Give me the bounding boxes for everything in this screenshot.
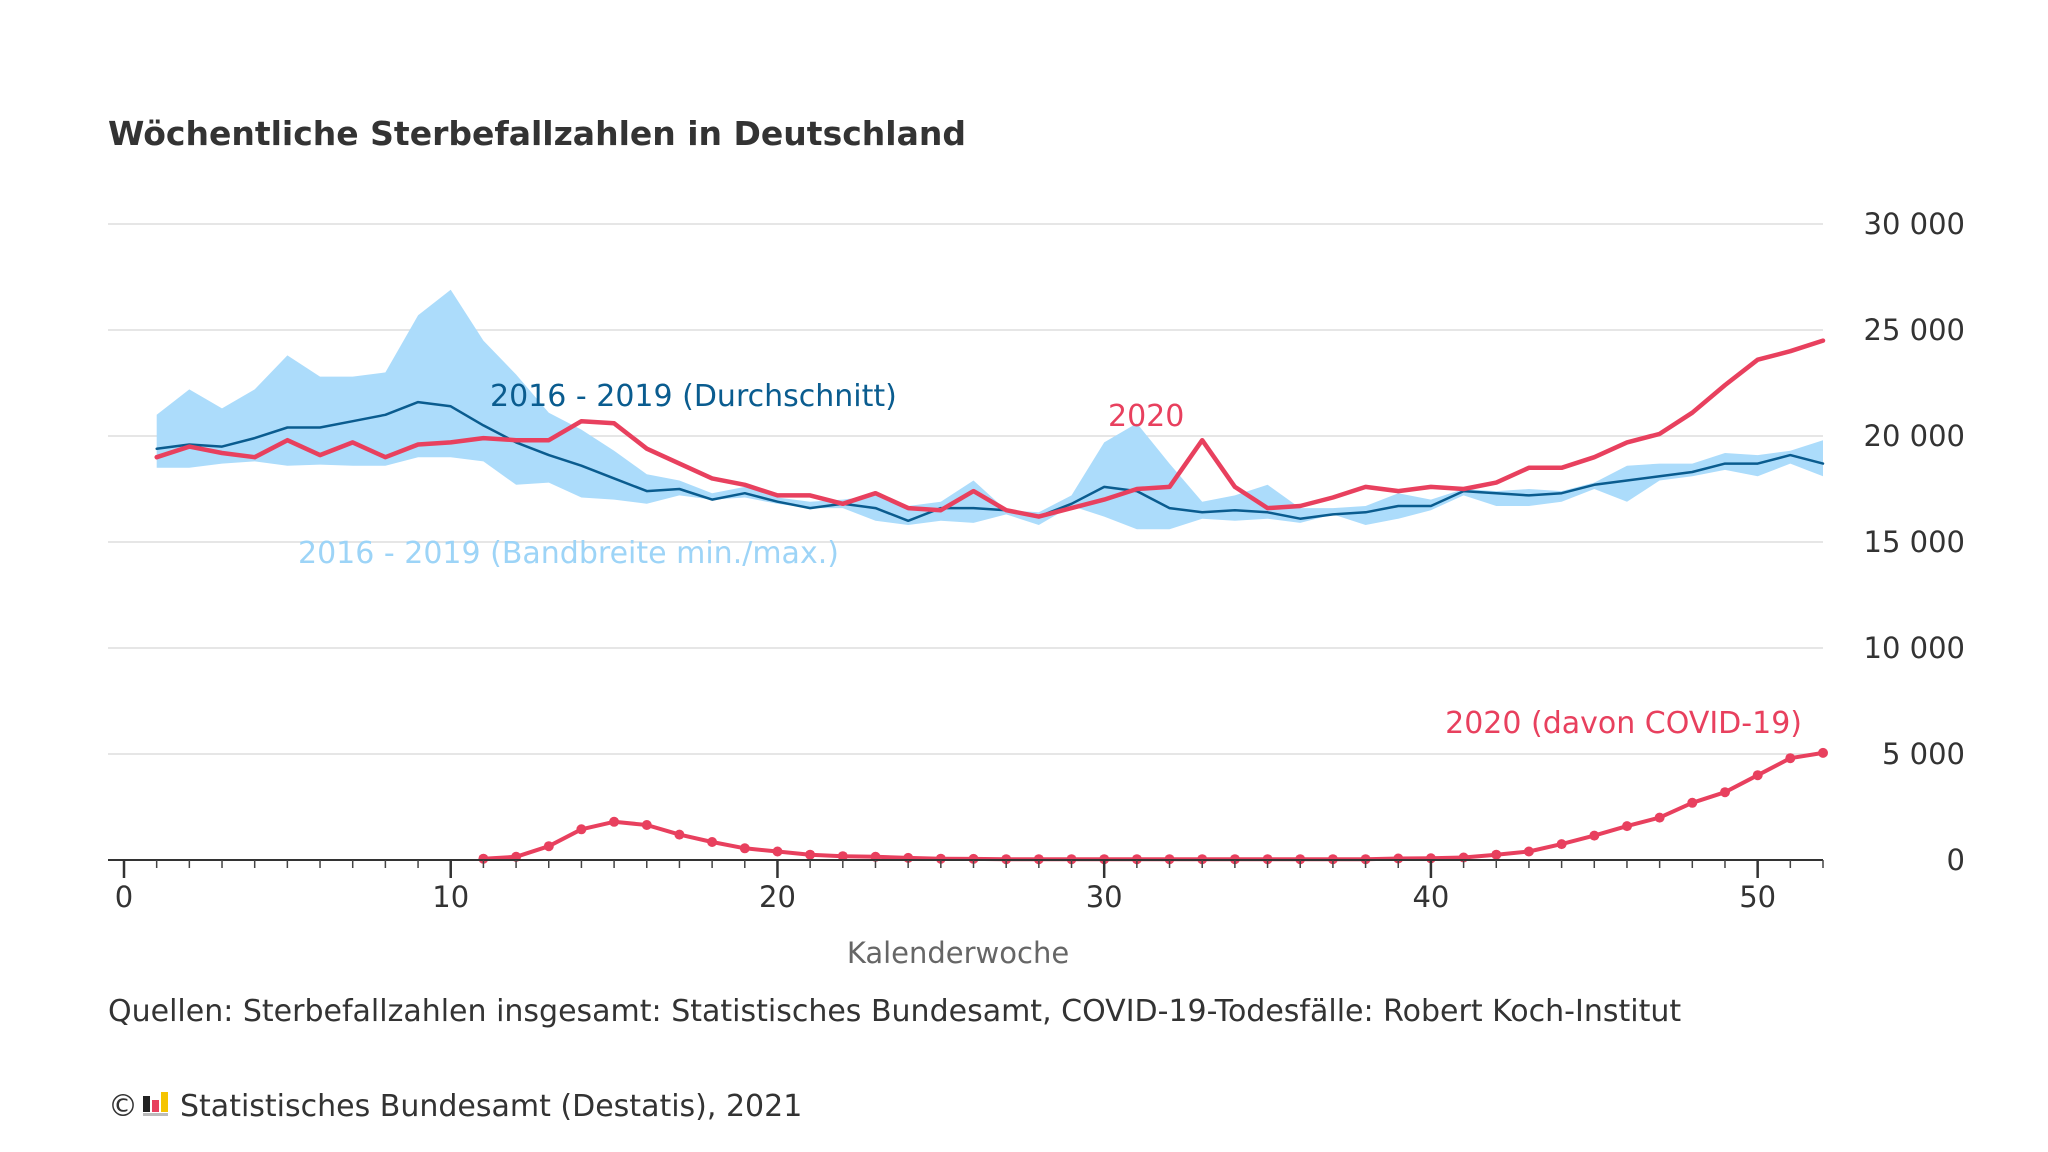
y-tick-label: 30 000 [1864, 207, 1965, 241]
x-axis-label: Kalenderwoche [847, 936, 1069, 970]
covid-point [739, 843, 750, 854]
covid-point [609, 816, 620, 827]
covid-point [935, 853, 946, 864]
series-label-2020: 2020 [1108, 399, 1184, 434]
x-tick-label: 0 [115, 880, 133, 914]
covid-point [543, 841, 554, 852]
covid-point [1785, 753, 1796, 764]
covid-point [772, 846, 783, 857]
covid-point [968, 853, 979, 864]
covid-point [805, 849, 816, 860]
x-tick-label: 10 [432, 880, 469, 914]
covid-point [1752, 770, 1763, 781]
line-2020 [154, 338, 1826, 519]
y-tick-label: 25 000 [1864, 313, 1965, 347]
y-tick-label: 15 000 [1864, 525, 1965, 559]
source-note: Quellen: Sterbefallzahlen insgesamt: Sta… [108, 994, 1681, 1029]
covid-point [641, 820, 652, 830]
series-label-band: 2016 - 2019 (Bandbreite min./max.) [298, 536, 839, 571]
covid-point [707, 837, 718, 847]
y-tick-label: 10 000 [1864, 631, 1965, 665]
covid-point [1818, 747, 1828, 758]
covid-point [837, 851, 848, 862]
covid-point [1622, 821, 1632, 832]
covid-point [1720, 787, 1730, 798]
destatis-logo-icon [143, 1092, 168, 1116]
y-axis: 0 5 000 10 000 15 000 20 000 25 000 30 000 [1864, 207, 1965, 877]
copyright-symbol: © [108, 1089, 138, 1124]
band-layer [156, 289, 1824, 530]
series-label-covid: 2020 (davon COVID-19) [1445, 706, 1802, 741]
series-label-average: 2016 - 2019 (Durchschnitt) [490, 379, 897, 414]
x-tick-label: 50 [1739, 880, 1776, 914]
x-tick-label: 20 [759, 880, 796, 914]
average-line [155, 400, 1825, 523]
y-tick-label: 5 000 [1882, 737, 1965, 771]
covid-point [478, 853, 489, 864]
band-area [156, 289, 1824, 530]
covid-point [1687, 797, 1698, 808]
covid-point [1654, 812, 1665, 823]
x-tick-label: 30 [1086, 880, 1123, 914]
x-axis: 0 10 20 30 40 50 [108, 859, 1824, 914]
y-tick-label: 20 000 [1864, 419, 1965, 453]
covid-point [1491, 849, 1502, 860]
covid-point [576, 824, 587, 835]
covid-point [674, 829, 685, 840]
copyright-text: Statistisches Bundesamt (Destatis), 2021 [180, 1089, 802, 1124]
x-tick-label: 40 [1412, 880, 1449, 914]
covid-point [1523, 846, 1534, 857]
chart-title: Wöchentliche Sterbefallzahlen in Deutsch… [108, 114, 966, 153]
covid-line [481, 750, 1825, 862]
y-tick-label: 0 [1947, 843, 1965, 877]
covid-point [1589, 830, 1600, 841]
covid-point [1556, 839, 1567, 850]
